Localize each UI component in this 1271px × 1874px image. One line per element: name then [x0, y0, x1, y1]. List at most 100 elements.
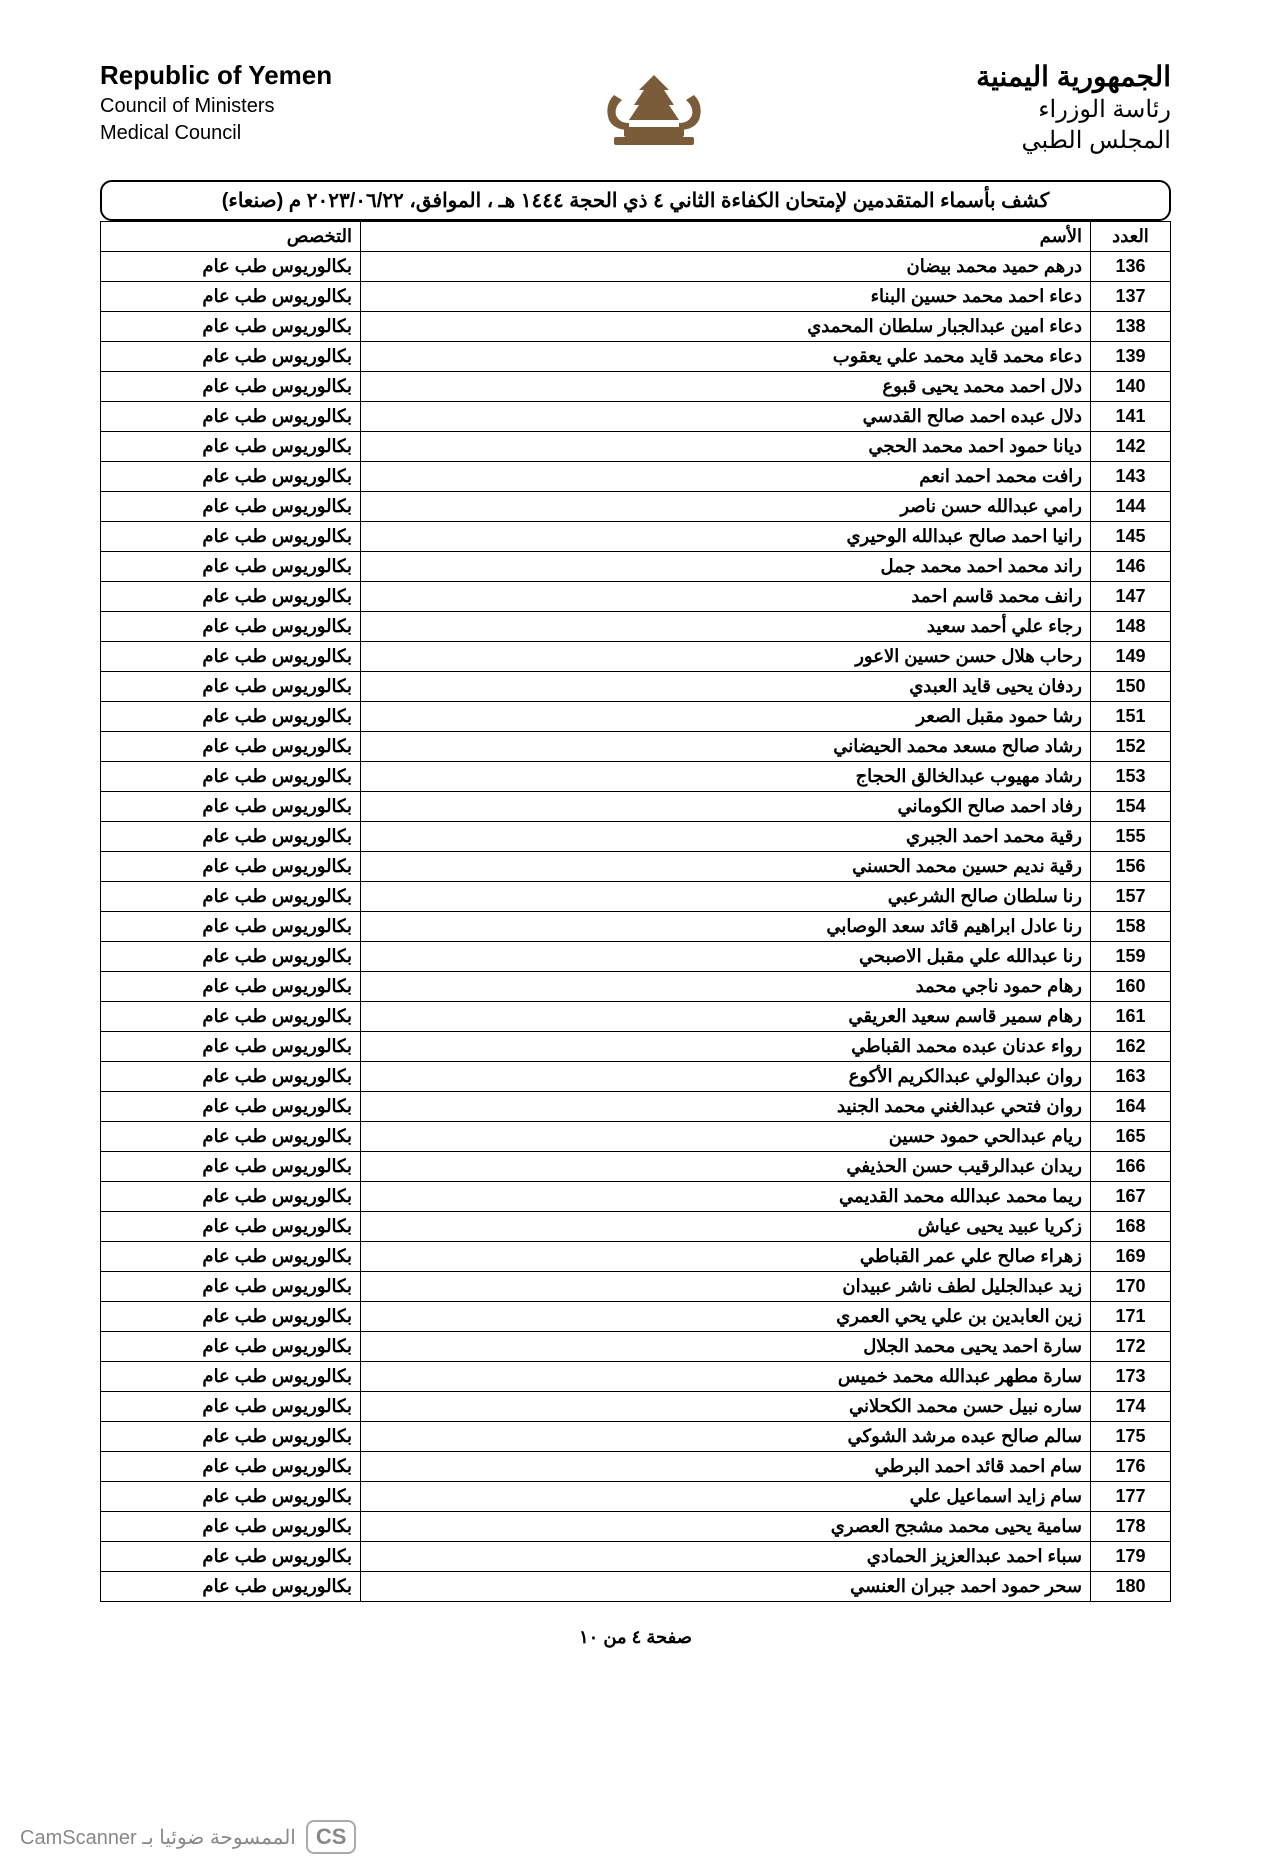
cell-specialization: بكالوريوس طب عام: [101, 1062, 361, 1092]
cell-specialization: بكالوريوس طب عام: [101, 642, 361, 672]
cell-name: روان عبدالولي عبدالكريم الأكوع: [361, 1062, 1091, 1092]
cell-number: 146: [1091, 552, 1171, 582]
cell-name: رشاد مهيوب عبدالخالق الحجاج: [361, 762, 1091, 792]
cell-name: راند محمد احمد محمد جمل: [361, 552, 1091, 582]
subtitle-english-1: Council of Ministers: [100, 95, 332, 118]
table-row: 137دعاء احمد محمد حسين البناءبكالوريوس ط…: [101, 282, 1171, 312]
cell-number: 143: [1091, 462, 1171, 492]
table-row: 173سارة مطهر عبدالله محمد خميسبكالوريوس …: [101, 1362, 1171, 1392]
cell-specialization: بكالوريوس طب عام: [101, 432, 361, 462]
cell-name: رواء عدنان عبده محمد القباطي: [361, 1032, 1091, 1062]
cell-number: 169: [1091, 1242, 1171, 1272]
cell-number: 137: [1091, 282, 1171, 312]
table-row: 139دعاء محمد قايد محمد علي يعقوببكالوريو…: [101, 342, 1171, 372]
header-left: Republic of Yemen Council of Ministers M…: [100, 60, 332, 145]
table-row: 157رنا سلطان صالح الشرعبيبكالوريوس طب عا…: [101, 882, 1171, 912]
cell-number: 158: [1091, 912, 1171, 942]
column-header-specialization: التخصص: [101, 222, 361, 252]
cell-specialization: بكالوريوس طب عام: [101, 312, 361, 342]
table-row: 172سارة احمد يحيى محمد الجلالبكالوريوس ط…: [101, 1332, 1171, 1362]
cell-name: سحر حمود احمد جبران العنسي: [361, 1572, 1091, 1602]
cell-name: زكريا عبيد يحيى عياش: [361, 1212, 1091, 1242]
cell-number: 154: [1091, 792, 1171, 822]
cell-name: سارة مطهر عبدالله محمد خميس: [361, 1362, 1091, 1392]
table-row: 140دلال احمد محمد يحيى قبوعبكالوريوس طب …: [101, 372, 1171, 402]
cell-specialization: بكالوريوس طب عام: [101, 912, 361, 942]
cell-number: 152: [1091, 732, 1171, 762]
table-row: 156رقية نديم حسين محمد الحسنيبكالوريوس ط…: [101, 852, 1171, 882]
cell-number: 147: [1091, 582, 1171, 612]
cell-name: رفاد احمد صالح الكوماني: [361, 792, 1091, 822]
table-row: 171زين العابدين بن علي يحي العمريبكالوري…: [101, 1302, 1171, 1332]
cell-name: رافت محمد احمد انعم: [361, 462, 1091, 492]
cell-number: 159: [1091, 942, 1171, 972]
table-row: 180سحر حمود احمد جبران العنسيبكالوريوس ط…: [101, 1572, 1171, 1602]
cell-number: 178: [1091, 1512, 1171, 1542]
table-row: 166ريدان عبدالرقيب حسن الحذيفيبكالوريوس …: [101, 1152, 1171, 1182]
cell-name: زهراء صالح علي عمر القباطي: [361, 1242, 1091, 1272]
title-english: Republic of Yemen: [100, 60, 332, 91]
cell-name: ساره نبيل حسن محمد الكحلاني: [361, 1392, 1091, 1422]
cell-specialization: بكالوريوس طب عام: [101, 1242, 361, 1272]
cell-name: رشا حمود مقبل الصعر: [361, 702, 1091, 732]
cell-name: دعاء امين عبدالجبار سلطان المحمدي: [361, 312, 1091, 342]
cell-specialization: بكالوريوس طب عام: [101, 942, 361, 972]
subtitle-arabic-2: المجلس الطبي: [976, 126, 1171, 155]
cell-name: دعاء محمد قايد محمد علي يعقوب: [361, 342, 1091, 372]
cell-number: 174: [1091, 1392, 1171, 1422]
cell-number: 171: [1091, 1302, 1171, 1332]
cell-specialization: بكالوريوس طب عام: [101, 252, 361, 282]
table-row: 170زيد عبدالجليل لطف ناشر عبيدانبكالوريو…: [101, 1272, 1171, 1302]
cell-specialization: بكالوريوس طب عام: [101, 972, 361, 1002]
table-row: 151رشا حمود مقبل الصعربكالوريوس طب عام: [101, 702, 1171, 732]
cell-specialization: بكالوريوس طب عام: [101, 1122, 361, 1152]
cell-number: 139: [1091, 342, 1171, 372]
cell-specialization: بكالوريوس طب عام: [101, 552, 361, 582]
subtitle-english-2: Medical Council: [100, 122, 332, 145]
cell-specialization: بكالوريوس طب عام: [101, 1482, 361, 1512]
cell-number: 163: [1091, 1062, 1171, 1092]
cell-specialization: بكالوريوس طب عام: [101, 852, 361, 882]
cell-specialization: بكالوريوس طب عام: [101, 1302, 361, 1332]
cell-name: سامية يحيى محمد مشجح العصري: [361, 1512, 1091, 1542]
cell-specialization: بكالوريوس طب عام: [101, 1212, 361, 1242]
cell-number: 141: [1091, 402, 1171, 432]
cell-name: سباء احمد عبدالعزيز الحمادي: [361, 1542, 1091, 1572]
table-row: 152رشاد صالح مسعد محمد الحيضانيبكالوريوس…: [101, 732, 1171, 762]
column-header-name: الأسم: [361, 222, 1091, 252]
cell-specialization: بكالوريوس طب عام: [101, 612, 361, 642]
title-arabic: الجمهورية اليمنية: [976, 60, 1171, 93]
cell-number: 140: [1091, 372, 1171, 402]
cell-specialization: بكالوريوس طب عام: [101, 1032, 361, 1062]
cell-number: 164: [1091, 1092, 1171, 1122]
cell-number: 155: [1091, 822, 1171, 852]
cell-number: 148: [1091, 612, 1171, 642]
table-row: 142ديانا حمود احمد محمد الحجيبكالوريوس ط…: [101, 432, 1171, 462]
cell-name: دلال احمد محمد يحيى قبوع: [361, 372, 1091, 402]
table-row: 155رقية محمد احمد الجبريبكالوريوس طب عام: [101, 822, 1171, 852]
cell-name: رامي عبدالله حسن ناصر: [361, 492, 1091, 522]
cell-name: رنا سلطان صالح الشرعبي: [361, 882, 1091, 912]
cell-specialization: بكالوريوس طب عام: [101, 822, 361, 852]
cell-name: رنا عادل ابراهيم قائد سعد الوصابي: [361, 912, 1091, 942]
cell-name: سام احمد قائد احمد البرطي: [361, 1452, 1091, 1482]
cell-specialization: بكالوريوس طب عام: [101, 882, 361, 912]
header: Republic of Yemen Council of Ministers M…: [100, 60, 1171, 160]
cell-specialization: بكالوريوس طب عام: [101, 1332, 361, 1362]
cell-number: 172: [1091, 1332, 1171, 1362]
table-row: 153رشاد مهيوب عبدالخالق الحجاجبكالوريوس …: [101, 762, 1171, 792]
cell-number: 177: [1091, 1482, 1171, 1512]
cell-specialization: بكالوريوس طب عام: [101, 1572, 361, 1602]
cell-name: ريام عبدالحي حمود حسين: [361, 1122, 1091, 1152]
cell-name: زيد عبدالجليل لطف ناشر عبيدان: [361, 1272, 1091, 1302]
document-title: كشف بأسماء المتقدمين لإمتحان الكفاءة الث…: [100, 180, 1171, 221]
cell-number: 156: [1091, 852, 1171, 882]
cell-name: رحاب هلال حسن حسين الاعور: [361, 642, 1091, 672]
cell-specialization: بكالوريوس طب عام: [101, 1092, 361, 1122]
cell-specialization: بكالوريوس طب عام: [101, 792, 361, 822]
table-row: 177سام زايد اسماعيل عليبكالوريوس طب عام: [101, 1482, 1171, 1512]
cell-name: روان فتحي عبدالغني محمد الجنيد: [361, 1092, 1091, 1122]
cell-specialization: بكالوريوس طب عام: [101, 672, 361, 702]
cell-specialization: بكالوريوس طب عام: [101, 282, 361, 312]
cell-specialization: بكالوريوس طب عام: [101, 1512, 361, 1542]
